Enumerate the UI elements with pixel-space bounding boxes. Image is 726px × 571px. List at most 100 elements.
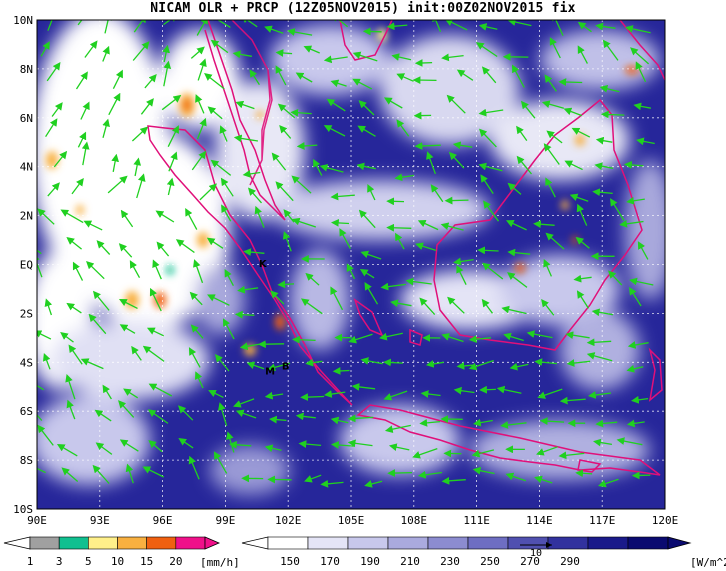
wind-arrow [77, 20, 83, 26]
wind-arrow [339, 228, 351, 250]
wind-arrow [60, 332, 74, 343]
wind-arrow [419, 297, 436, 316]
wind-arrow [610, 198, 625, 221]
wind-arrow [240, 20, 258, 28]
olr-tick-label: 250 [480, 555, 500, 568]
wind-arrow [207, 20, 231, 28]
wind-arrow [626, 365, 644, 373]
wind-arrow [163, 60, 172, 87]
wind-arrow [516, 125, 528, 141]
precip-unit-label: [mm/h] [200, 556, 240, 569]
olr-tick-label: 210 [400, 555, 420, 568]
wind-arrow [330, 192, 355, 201]
wind-arrow [478, 162, 503, 172]
wind-arrow [629, 277, 654, 286]
wind-arrow [511, 64, 525, 88]
wind-arrow [247, 187, 262, 204]
wind-arrow [53, 150, 68, 168]
wind-arrow [80, 101, 90, 120]
belitung-island [409, 328, 423, 346]
wind-arrow [47, 20, 53, 31]
wind-arrow [300, 393, 325, 402]
lon-tick-label: 120E [652, 514, 679, 527]
wind-arrow [148, 440, 163, 453]
wind-arrow [168, 151, 178, 172]
wind-arrow [47, 182, 60, 197]
wind-arrow [441, 333, 464, 343]
wind-arrow [119, 439, 139, 452]
wind-arrow [360, 250, 382, 260]
wind-arrow [191, 150, 207, 171]
wind-arrow [472, 466, 495, 475]
wind-arrow [505, 220, 527, 231]
wind-arrow [448, 151, 465, 169]
wind-arrow [558, 78, 583, 86]
wind-arrow [624, 161, 644, 169]
wind-arrow [147, 409, 169, 424]
olr-color-swatch [627, 536, 669, 550]
wind-arrow [190, 324, 204, 339]
wind-arrow [383, 390, 408, 401]
wind-arrow [412, 447, 438, 459]
wind-arrow [558, 451, 585, 460]
wind-arrow [107, 175, 128, 194]
lat-tick-label: 2S [20, 307, 33, 320]
precip-color-swatch [58, 536, 89, 550]
wind-arrow [175, 239, 195, 254]
wind-arrow [65, 374, 76, 400]
wind-arrow [444, 20, 468, 31]
lat-axis: 10N 8N 6N 4N 2N EQ 2S 4S 6S 8S 10S [13, 14, 33, 516]
wind-arrow [196, 20, 208, 36]
wind-arrow [594, 162, 614, 171]
wind-arrow [264, 444, 282, 453]
precip-color-swatch [88, 536, 118, 550]
wind-arrow [269, 415, 287, 424]
precip-colorbar: 1 3 5 10 15 20 [mm/h] [3, 536, 240, 569]
wind-arrow [45, 118, 58, 138]
olr-color-swatch [347, 536, 389, 550]
wind-arrow [417, 220, 439, 231]
wind-arrow [37, 330, 52, 340]
olr-tick-label: 190 [360, 555, 380, 568]
wind-arrow [167, 125, 179, 147]
wind-arrow [360, 357, 383, 365]
wind-arrow [593, 438, 613, 447]
wind-arrow [313, 158, 323, 176]
wind-arrow [136, 173, 146, 199]
wind-arrow [626, 196, 645, 205]
wind-arrow [631, 471, 651, 480]
wind-arrow [526, 330, 553, 339]
wind-arrow [37, 424, 54, 446]
wind-arrow [552, 20, 564, 36]
map-title: NICAM OLR + PRCP (12Z05NOV2015) init:00Z… [150, 1, 576, 16]
wind-arrow [619, 219, 644, 228]
wind-arrow [177, 405, 194, 421]
wind-arrow [388, 443, 410, 451]
wind-arrow [602, 39, 619, 61]
wind-arrow [544, 74, 557, 92]
wind-arrow [629, 287, 642, 307]
lat-tick-label: 6S [20, 405, 33, 418]
wind-arrow [92, 290, 110, 311]
wind-arrow [482, 262, 504, 280]
wind-arrow [249, 69, 260, 86]
wind-arrow [305, 272, 320, 286]
wind-arrow [420, 390, 441, 398]
wind-arrow [178, 437, 194, 449]
wind-arrow [279, 125, 292, 139]
wind-arrow [210, 159, 232, 176]
wind-arrow [195, 94, 205, 114]
wind-arrow [84, 40, 98, 58]
wind-arrow [405, 277, 432, 286]
wind-arrow [588, 391, 612, 399]
wind-arrow [637, 241, 649, 260]
wind-arrow [131, 345, 142, 361]
sulawesi-edge [648, 347, 663, 402]
wind-arrow [242, 170, 261, 178]
wind-arrow [627, 341, 649, 349]
wind-arrow [480, 174, 494, 194]
wind-arrow [475, 42, 498, 58]
wind-arrow [481, 66, 497, 84]
wind-arrow [630, 47, 650, 65]
wind-arrow [417, 470, 442, 479]
